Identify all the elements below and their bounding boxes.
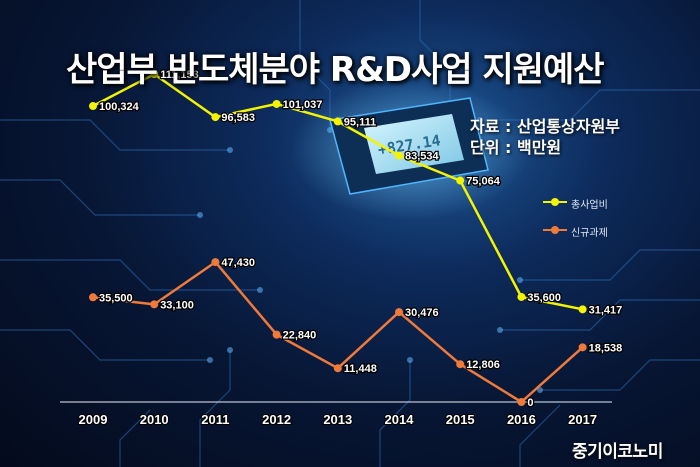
source-block: 자료 : 산업통상자원부 단위 : 백만원 (470, 116, 620, 158)
data-point-s1-2011 (211, 258, 220, 267)
legend-label-new: 신규과제 (571, 228, 608, 239)
data-point-s0-2013 (333, 117, 342, 126)
processor-chip: +827.14 (329, 97, 489, 195)
data-label-s0-2013: 95,111 (344, 116, 376, 128)
data-point-s1-2016 (517, 398, 526, 406)
data-label-s0-2015: 75,064 (466, 176, 501, 188)
data-point-s0-2015 (456, 176, 465, 185)
data-point-s1-2013 (333, 364, 342, 373)
data-label-s1-2009: 35,500 (99, 292, 133, 304)
data-point-s0-2014 (395, 151, 403, 160)
data-label-s1-2013: 11,448 (344, 363, 377, 375)
data-labels: 100,324 111,153 96,583 101,037 95,111 83,534 7… (98, 68, 624, 410)
chart-title: 산업부 반도체분야 R&D사업 지원예산 (66, 50, 604, 90)
data-point-s0-2017 (578, 305, 587, 314)
data-label-s0-2016: 35,600 (527, 292, 561, 304)
data-point-s0-2009 (89, 102, 97, 111)
data-point-s1-2017 (578, 343, 587, 352)
x-tick-2009: 2009 (79, 412, 108, 427)
data-point-s0-2010 (150, 70, 159, 79)
publisher-logo: 중기이코노미 (572, 442, 663, 462)
data-point-s1-2012 (272, 330, 281, 339)
data-label-s1-2012: 22,840 (283, 330, 317, 342)
unit-line: 단위 : 백만원 (470, 138, 562, 157)
x-tick-2016: 2016 (507, 412, 536, 427)
x-tick-2015: 2015 (446, 412, 475, 427)
x-tick-2010: 2010 (140, 412, 169, 427)
x-tick-2011: 2011 (201, 412, 229, 427)
series-line-0 (92, 72, 583, 311)
data-point-s0-2011 (211, 113, 220, 122)
x-tick-2014: 2014 (385, 412, 415, 427)
data-label-s1-2016: 0 (527, 397, 533, 409)
data-point-s0-2012 (272, 99, 281, 108)
data-label-s0-2011: 96,583 (221, 112, 255, 124)
data-label-s0-2012: 101,037 (283, 99, 323, 111)
series-line-1 (92, 260, 584, 404)
data-point-s0-2016 (517, 292, 526, 301)
data-label-s1-2011: 47,430 (221, 257, 255, 269)
legend-swatch-new (543, 226, 567, 234)
legend-label-total: 총사업비 (571, 200, 608, 211)
legend-swatch-total (543, 198, 567, 206)
data-label-s1-2017: 18,538 (589, 342, 623, 354)
data-point-s1-2015 (456, 360, 465, 369)
data-label-s0-2010: 111,153 (160, 69, 199, 81)
series-markers (89, 70, 587, 406)
data-label-s0-2017: 31,417 (589, 304, 623, 316)
data-label-s1-2014: 30,476 (405, 307, 439, 319)
data-label-s0-2009: 100,324 (99, 101, 140, 113)
data-point-s1-2014 (395, 308, 403, 317)
x-tick-2013: 2013 (323, 412, 352, 427)
data-label-s1-2010: 33,100 (160, 299, 194, 311)
data-label-s0-2014: 83,534 (405, 151, 440, 163)
x-tick-labels: 2009 2010 2011 2012 2013 2014 2015 2016 2017 (78, 411, 599, 428)
x-tick-2017: 2017 (568, 412, 597, 427)
source-line: 자료 : 산업통상자원부 (470, 117, 621, 136)
data-point-s1-2009 (89, 293, 97, 302)
data-point-s1-2010 (150, 300, 159, 309)
x-tick-2012: 2012 (262, 412, 291, 427)
data-label-s1-2015: 12,806 (466, 359, 500, 371)
